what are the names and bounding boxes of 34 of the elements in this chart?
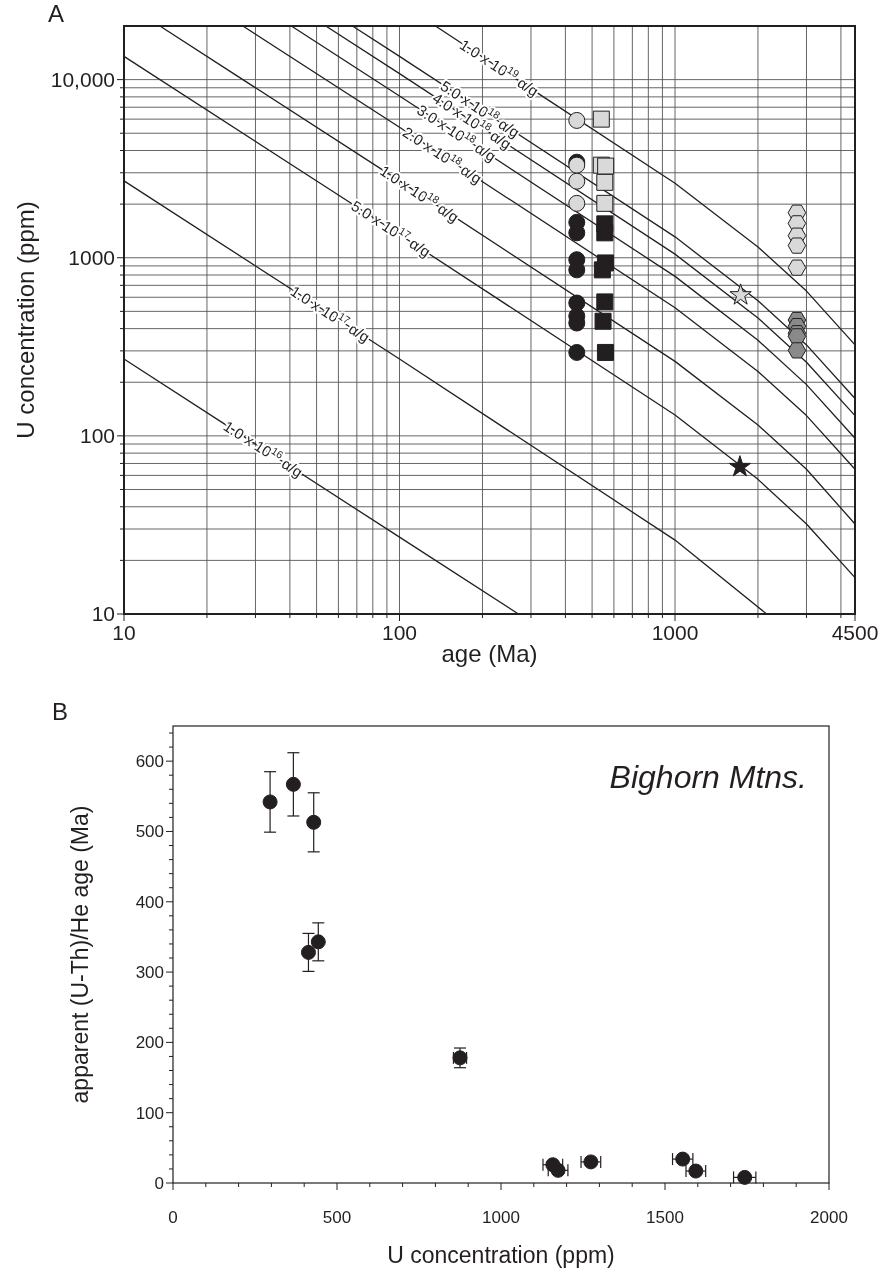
x-tick-label: 500 <box>322 1208 352 1227</box>
x-tick-label: 1000 <box>651 621 699 644</box>
point <box>262 794 278 810</box>
x-tick-label: 10 <box>112 621 136 644</box>
point <box>306 814 322 830</box>
y-tick-label: 100 <box>79 424 115 448</box>
x-tick-label: 100 <box>381 621 418 644</box>
point <box>310 934 326 950</box>
x-tick-label: 1500 <box>646 1208 684 1227</box>
x-axis-title: age (Ma) <box>441 640 538 667</box>
y-tick-label: 10,000 <box>50 67 115 91</box>
chart-title: A <box>48 0 65 27</box>
y-tick-label: 1000 <box>68 246 115 270</box>
x-tick-label: 1000 <box>482 1208 520 1227</box>
y-tick-label: 100 <box>135 1103 164 1123</box>
y-tick-label: 300 <box>135 963 164 983</box>
point <box>737 1169 753 1185</box>
y-tick-label: 200 <box>135 1033 164 1053</box>
point <box>285 776 301 792</box>
chart-title: B <box>52 698 69 725</box>
y-tick-label: 500 <box>135 822 164 842</box>
y-axis-title: apparent (U-Th)/He age (Ma) <box>67 805 93 1104</box>
y-tick-label: 10 <box>91 602 115 626</box>
y-tick-label: 400 <box>135 892 164 912</box>
annotation: Bighorn Mtns. <box>609 759 807 795</box>
y-axis-title: U concentration (ppm) <box>12 201 39 439</box>
point <box>675 1151 691 1167</box>
y-tick-label: 600 <box>135 752 164 772</box>
y-tick-label: 0 <box>154 1173 164 1193</box>
x-tick-label: 2000 <box>810 1208 848 1227</box>
x-tick-label: 0 <box>168 1208 178 1227</box>
x-tick-label: 4500 <box>831 621 879 644</box>
x-axis-title: U concentration (ppm) <box>387 1242 615 1268</box>
point <box>300 944 316 960</box>
